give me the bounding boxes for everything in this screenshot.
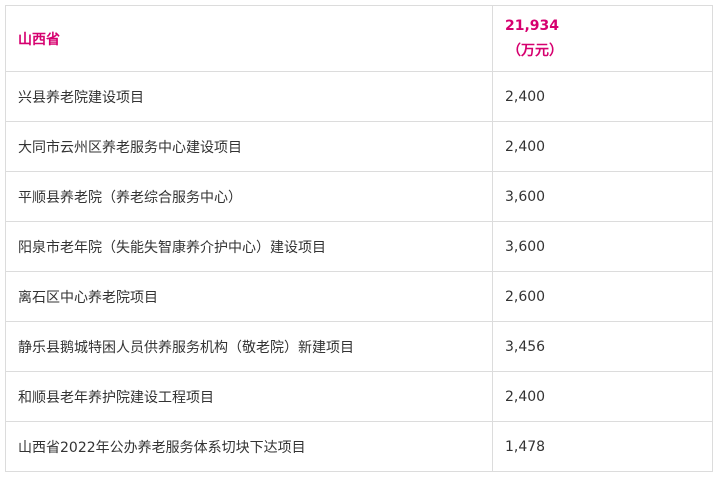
project-name: 阳泉市老年院（失能失智康养介护中心）建设项目 (5, 221, 493, 272)
project-name: 山西省2022年公办养老服务体系切块下达项目 (5, 421, 493, 472)
table-header-row: 山西省 21,934 （万元） (5, 5, 713, 72)
table-row: 平顺县养老院（养老综合服务中心） 3,600 (5, 171, 713, 222)
project-amount: 3,600 (492, 171, 713, 222)
project-name: 兴县养老院建设项目 (5, 71, 493, 122)
project-name: 大同市云州区养老服务中心建设项目 (5, 121, 493, 172)
table-row: 兴县养老院建设项目 2,400 (5, 71, 713, 122)
project-amount: 3,600 (492, 221, 713, 272)
project-amount: 1,478 (492, 421, 713, 472)
project-name: 静乐县鹅城特困人员供养服务机构（敬老院）新建项目 (5, 321, 493, 372)
project-amount: 2,400 (492, 371, 713, 422)
project-table: 山西省 21,934 （万元） 兴县养老院建设项目 2,400 大同市云州区养老服务… (5, 5, 713, 472)
project-amount: 2,600 (492, 271, 713, 322)
project-name: 平顺县养老院（养老综合服务中心） (5, 171, 493, 222)
amount-unit: （万元） (507, 42, 563, 59)
table-row: 静乐县鹅城特困人员供养服务机构（敬老院）新建项目 3,456 (5, 321, 713, 372)
table-row: 山西省2022年公办养老服务体系切块下达项目 1,478 (5, 421, 713, 472)
table-row: 大同市云州区养老服务中心建设项目 2,400 (5, 121, 713, 172)
table-row: 离石区中心养老院项目 2,600 (5, 271, 713, 322)
total-amount-cell: 21,934 （万元） (492, 5, 713, 72)
project-name: 离石区中心养老院项目 (5, 271, 493, 322)
total-amount: 21,934 (505, 17, 560, 34)
project-amount: 2,400 (492, 71, 713, 122)
project-amount: 3,456 (492, 321, 713, 372)
table-row: 阳泉市老年院（失能失智康养介护中心）建设项目 3,600 (5, 221, 713, 272)
table-row: 和顺县老年养护院建设工程项目 2,400 (5, 371, 713, 422)
project-name: 和顺县老年养护院建设工程项目 (5, 371, 493, 422)
project-amount: 2,400 (492, 121, 713, 172)
province-name: 山西省 (5, 5, 493, 72)
